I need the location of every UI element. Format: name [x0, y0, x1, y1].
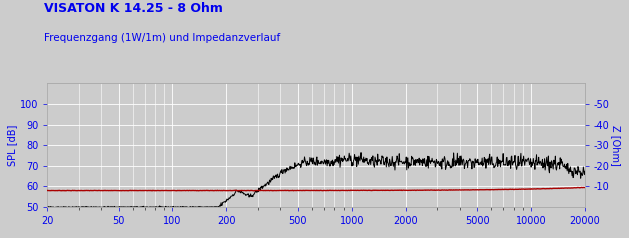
Text: VISATON K 14.25 - 8 Ohm: VISATON K 14.25 - 8 Ohm [44, 2, 223, 15]
Y-axis label: Z [Ohm]: Z [Ohm] [611, 125, 621, 166]
Text: Frequenzgang (1W/1m) und Impedanzverlauf: Frequenzgang (1W/1m) und Impedanzverlauf [44, 33, 281, 43]
Y-axis label: SPL [dB]: SPL [dB] [7, 124, 17, 166]
